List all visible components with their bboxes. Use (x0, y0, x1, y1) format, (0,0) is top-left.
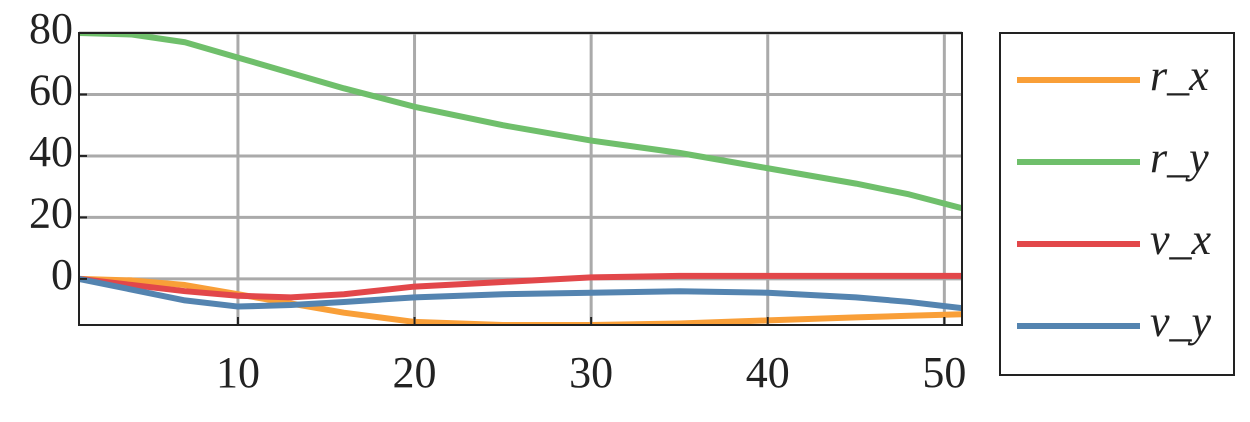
legend: r_x r_y v_x v_y (1017, 51, 1212, 346)
data-line (79, 33, 962, 212)
legend-label: v_y (1150, 297, 1212, 346)
data-line (79, 275, 962, 312)
legend-label: r_y (1150, 133, 1209, 182)
x-tick-label: 50 (922, 348, 966, 397)
axes-box (78, 32, 963, 326)
tick-labels: 0 20 40 60 80 10 20 30 40 50 (29, 4, 966, 397)
x-tick-label: 20 (393, 348, 437, 397)
y-tick-label: 40 (29, 127, 73, 176)
data-line (79, 272, 962, 301)
y-tick-label: 0 (51, 250, 73, 299)
legend-label: r_x (1150, 51, 1209, 100)
x-tick-label: 30 (569, 348, 613, 397)
x-tick-label: 10 (216, 348, 260, 397)
legend-label: v_x (1150, 215, 1212, 264)
y-tick-label: 20 (29, 189, 73, 238)
data-line (79, 275, 962, 325)
y-tick-label: 80 (29, 4, 73, 53)
x-tick-label: 40 (746, 348, 790, 397)
plot-lines (79, 33, 962, 325)
y-tick-label: 60 (29, 66, 73, 115)
legend-box (999, 32, 1235, 376)
